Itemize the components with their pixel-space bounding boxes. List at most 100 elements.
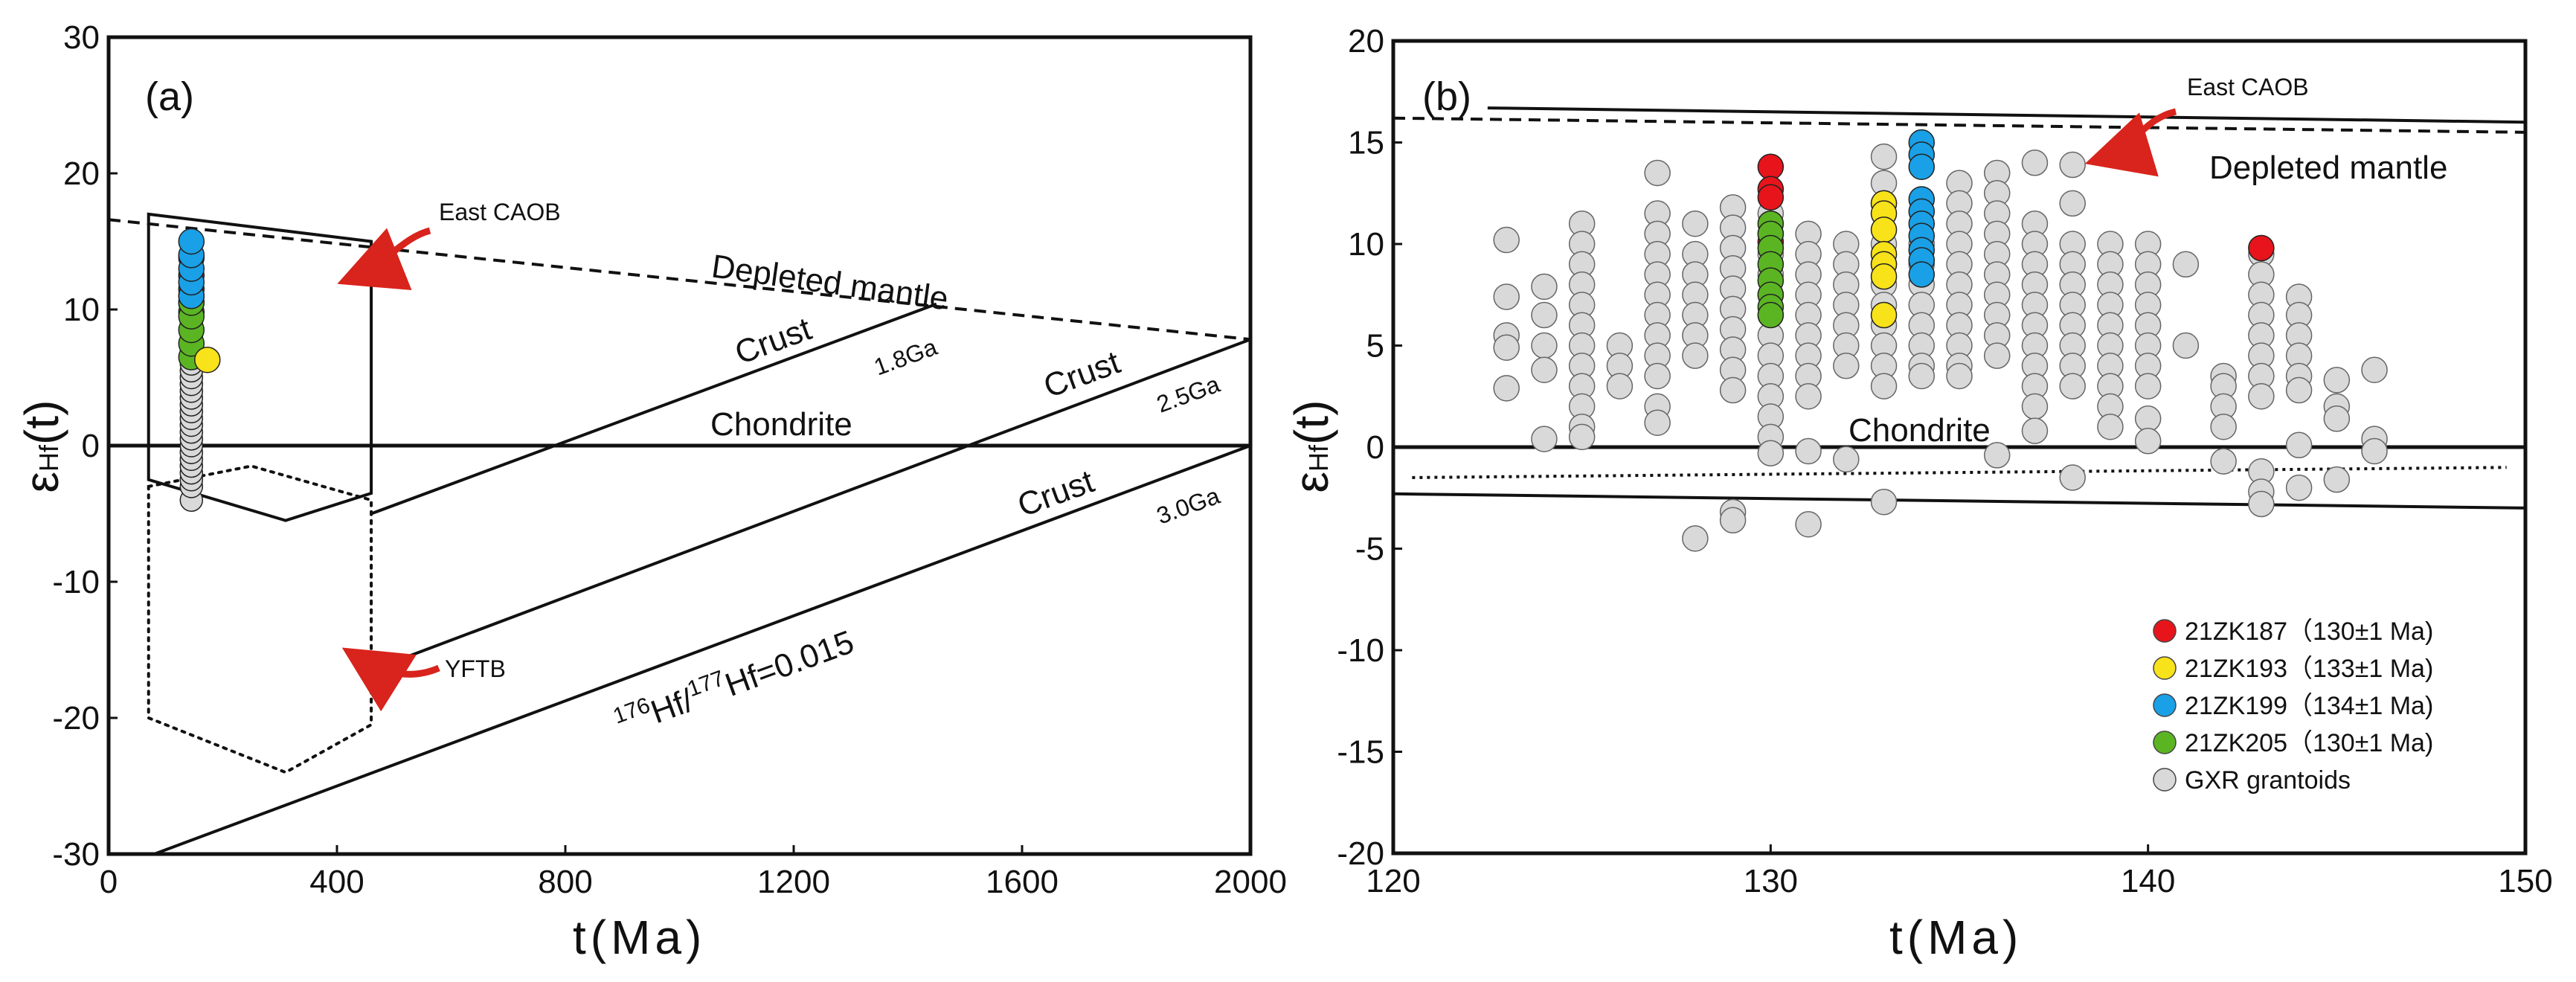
b-point-gxr bbox=[2323, 367, 2351, 394]
b-east-caob-arrow bbox=[2084, 108, 2177, 177]
panel-a-label: (a) bbox=[145, 74, 194, 119]
b-point-gxr bbox=[1795, 437, 1822, 465]
b-point-gxr bbox=[1946, 362, 1973, 390]
b-point-gxr bbox=[1719, 507, 1747, 534]
b-point-gxr bbox=[2021, 417, 2049, 444]
b-point-21zk193 bbox=[1870, 216, 1898, 243]
b-point-gxr bbox=[2323, 466, 2351, 493]
b-chondrite-label: Chondrite bbox=[1849, 412, 1991, 449]
b-point-gxr bbox=[2285, 474, 2313, 501]
b-point-gxr bbox=[1719, 376, 1747, 404]
b-point-gxr bbox=[1493, 283, 1520, 310]
b-point-21zk187 bbox=[2248, 234, 2275, 262]
b-point-gxr bbox=[1568, 423, 1596, 451]
b-point-gxr bbox=[2134, 405, 2162, 432]
b-point-gxr bbox=[1493, 334, 1520, 361]
a-y-t: (t) bbox=[15, 400, 68, 445]
a-crust-30-label: Crust bbox=[1013, 463, 1099, 524]
a-ytick-label: -20 bbox=[52, 700, 100, 736]
b-point-gxr bbox=[1644, 159, 1671, 187]
b-point-gxr bbox=[2097, 413, 2124, 440]
b-point-gxr bbox=[2285, 431, 2313, 459]
b-legend-swatch bbox=[2153, 731, 2177, 754]
b-point-gxr bbox=[1531, 426, 1558, 452]
a-xtick-label: 800 bbox=[538, 864, 592, 900]
b-xtick-label: 120 bbox=[1366, 863, 1420, 899]
a-yftb-label: YFTB bbox=[445, 655, 506, 682]
b-legend-label: 21ZK205（130±1 Ma) bbox=[2185, 729, 2433, 757]
b-xtick-label: 150 bbox=[2498, 863, 2552, 899]
a-ytick-label: -10 bbox=[52, 564, 100, 600]
b-point-gxr bbox=[1606, 373, 1634, 399]
b-line-lower-solid bbox=[1393, 492, 2526, 510]
b-east-caob-label: East CAOB bbox=[2187, 74, 2309, 100]
a-ytick-label: 10 bbox=[63, 292, 100, 328]
b-point-gxr bbox=[1644, 409, 1671, 436]
a-age-30-label: 3.0Ga bbox=[1153, 482, 1223, 530]
a-east-caob-field bbox=[147, 212, 373, 522]
b-legend-swatch bbox=[2153, 693, 2177, 717]
b-point-gxr bbox=[2021, 150, 2049, 176]
a-point-21zk199 bbox=[178, 228, 205, 255]
b-point-21zk187 bbox=[1757, 184, 1785, 211]
a-xtick-label: 0 bbox=[100, 864, 118, 900]
b-point-gxr bbox=[1908, 362, 1936, 390]
b-xtick-label: 140 bbox=[2121, 863, 2175, 899]
b-x-axis-title: t(Ma) bbox=[1889, 911, 2023, 964]
b-legend-label: 21ZK187（130±1 Ma) bbox=[2185, 617, 2433, 646]
b-point-gxr bbox=[1795, 383, 1822, 410]
b-ytick-label: 20 bbox=[1348, 23, 1384, 60]
a-crust-18-label: Crust bbox=[730, 310, 817, 371]
a-east-caob-arrow bbox=[337, 227, 431, 291]
a-chondrite-label: Chondrite bbox=[710, 406, 852, 443]
b-point-gxr bbox=[2285, 376, 2313, 404]
b-y-axis-title: εHf(t) bbox=[1285, 400, 1338, 493]
b-depleted-mantle-label: Depleted mantle bbox=[2209, 150, 2447, 186]
b-ytick-label: -15 bbox=[1337, 734, 1384, 771]
b-point-gxr bbox=[1833, 446, 1860, 473]
b-y-hf: Hf bbox=[1303, 444, 1334, 472]
b-legend-swatch bbox=[2153, 656, 2177, 680]
a-y-axis-title: εHf(t) bbox=[15, 400, 68, 493]
a-x-axis-title: t(Ma) bbox=[573, 911, 706, 964]
b-point-21zk199 bbox=[1908, 153, 1936, 181]
a-xtick-label: 1600 bbox=[986, 864, 1059, 900]
b-ytick-label: 0 bbox=[1366, 429, 1384, 466]
b-point-gxr bbox=[2059, 151, 2086, 179]
b-point-gxr bbox=[2323, 405, 2351, 432]
b-point-gxr bbox=[1493, 226, 1520, 254]
b-point-gxr bbox=[2059, 190, 2086, 217]
panel-b-ticks: 120 130 140 150 -20 -15 -10 -5 0 5 10 15 20 bbox=[1337, 23, 2552, 899]
b-legend-swatch bbox=[2153, 768, 2177, 792]
b-point-21zk187 bbox=[1757, 153, 1785, 181]
b-point-gxr bbox=[1682, 210, 1709, 237]
b-point-gxr bbox=[2134, 428, 2162, 455]
a-ytick-label: 0 bbox=[82, 428, 100, 464]
panel-b-label: (b) bbox=[1422, 74, 1471, 119]
b-ytick-label: 5 bbox=[1366, 328, 1384, 365]
b-point-gxr bbox=[2248, 383, 2275, 410]
b-point-gxr bbox=[2210, 448, 2237, 475]
b-point-gxr bbox=[2172, 332, 2200, 359]
b-point-gxr bbox=[1531, 356, 1558, 384]
b-point-21zk193 bbox=[1870, 263, 1898, 290]
b-point-gxr bbox=[2134, 373, 2162, 399]
b-point-21zk193 bbox=[1870, 301, 1898, 329]
panel-a-points bbox=[178, 228, 221, 512]
b-ytick-label: 10 bbox=[1348, 226, 1384, 263]
b-legend: 21ZK187（130±1 Ma) 21ZK193（133±1 Ma) 21ZK19… bbox=[2153, 617, 2433, 795]
b-point-gxr bbox=[2248, 490, 2275, 518]
b-point-gxr bbox=[1795, 510, 1822, 538]
a-line-crust-25 bbox=[370, 338, 1251, 672]
a-xtick-label: 1200 bbox=[757, 864, 830, 900]
a-line-depleted-mantle bbox=[108, 218, 1251, 341]
b-point-gxr bbox=[1531, 301, 1558, 329]
b-ytick-label: -10 bbox=[1337, 632, 1384, 669]
a-xtick-label: 2000 bbox=[1214, 864, 1287, 900]
b-y-t: (t) bbox=[1285, 400, 1338, 445]
b-point-gxr bbox=[2059, 373, 2086, 399]
a-ytick-label: -30 bbox=[52, 836, 100, 873]
panel-a-ticks: 0 400 800 1200 1600 2000 -30 -20 -10 0 10 20 30 bbox=[52, 19, 1287, 900]
a-ytick-label: 30 bbox=[63, 19, 100, 56]
